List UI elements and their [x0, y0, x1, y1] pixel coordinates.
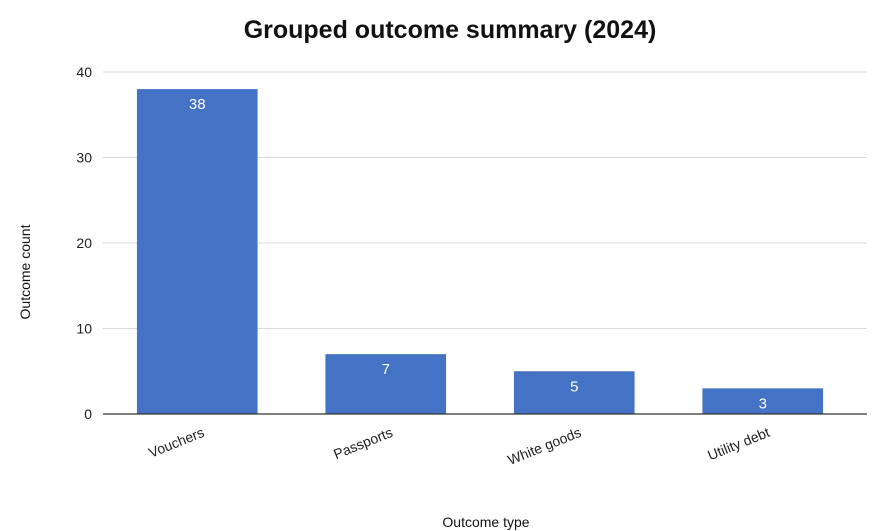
bar	[325, 354, 447, 414]
y-tick-label: 0	[84, 406, 92, 422]
data-label: 3	[759, 395, 767, 412]
y-tick-label: 30	[76, 150, 92, 166]
bar	[136, 89, 258, 414]
x-tick-label: Utility debt	[705, 424, 772, 463]
x-tick-label: White goods	[505, 424, 583, 468]
y-axis-ticks: 0 10 20 30 40	[76, 64, 92, 422]
data-labels: 38 7 5 3	[189, 96, 767, 412]
data-label: 7	[382, 361, 390, 378]
y-tick-label: 40	[76, 64, 92, 80]
y-axis-title: Outcome count	[17, 224, 33, 319]
bar	[702, 388, 824, 414]
x-tick-label: Passports	[331, 424, 395, 462]
data-label: 38	[189, 96, 206, 113]
x-axis-title: Outcome type	[442, 514, 529, 530]
y-tick-label: 20	[76, 235, 92, 251]
chart-title: Grouped outcome summary (2024)	[244, 16, 657, 44]
bar	[513, 371, 635, 414]
y-tick-label: 10	[76, 321, 92, 337]
x-tick-label: Vouchers	[146, 424, 206, 461]
x-axis-ticks: Vouchers Passports White goods Utility debt	[146, 424, 772, 468]
data-label: 5	[570, 378, 578, 395]
bars	[136, 89, 824, 414]
